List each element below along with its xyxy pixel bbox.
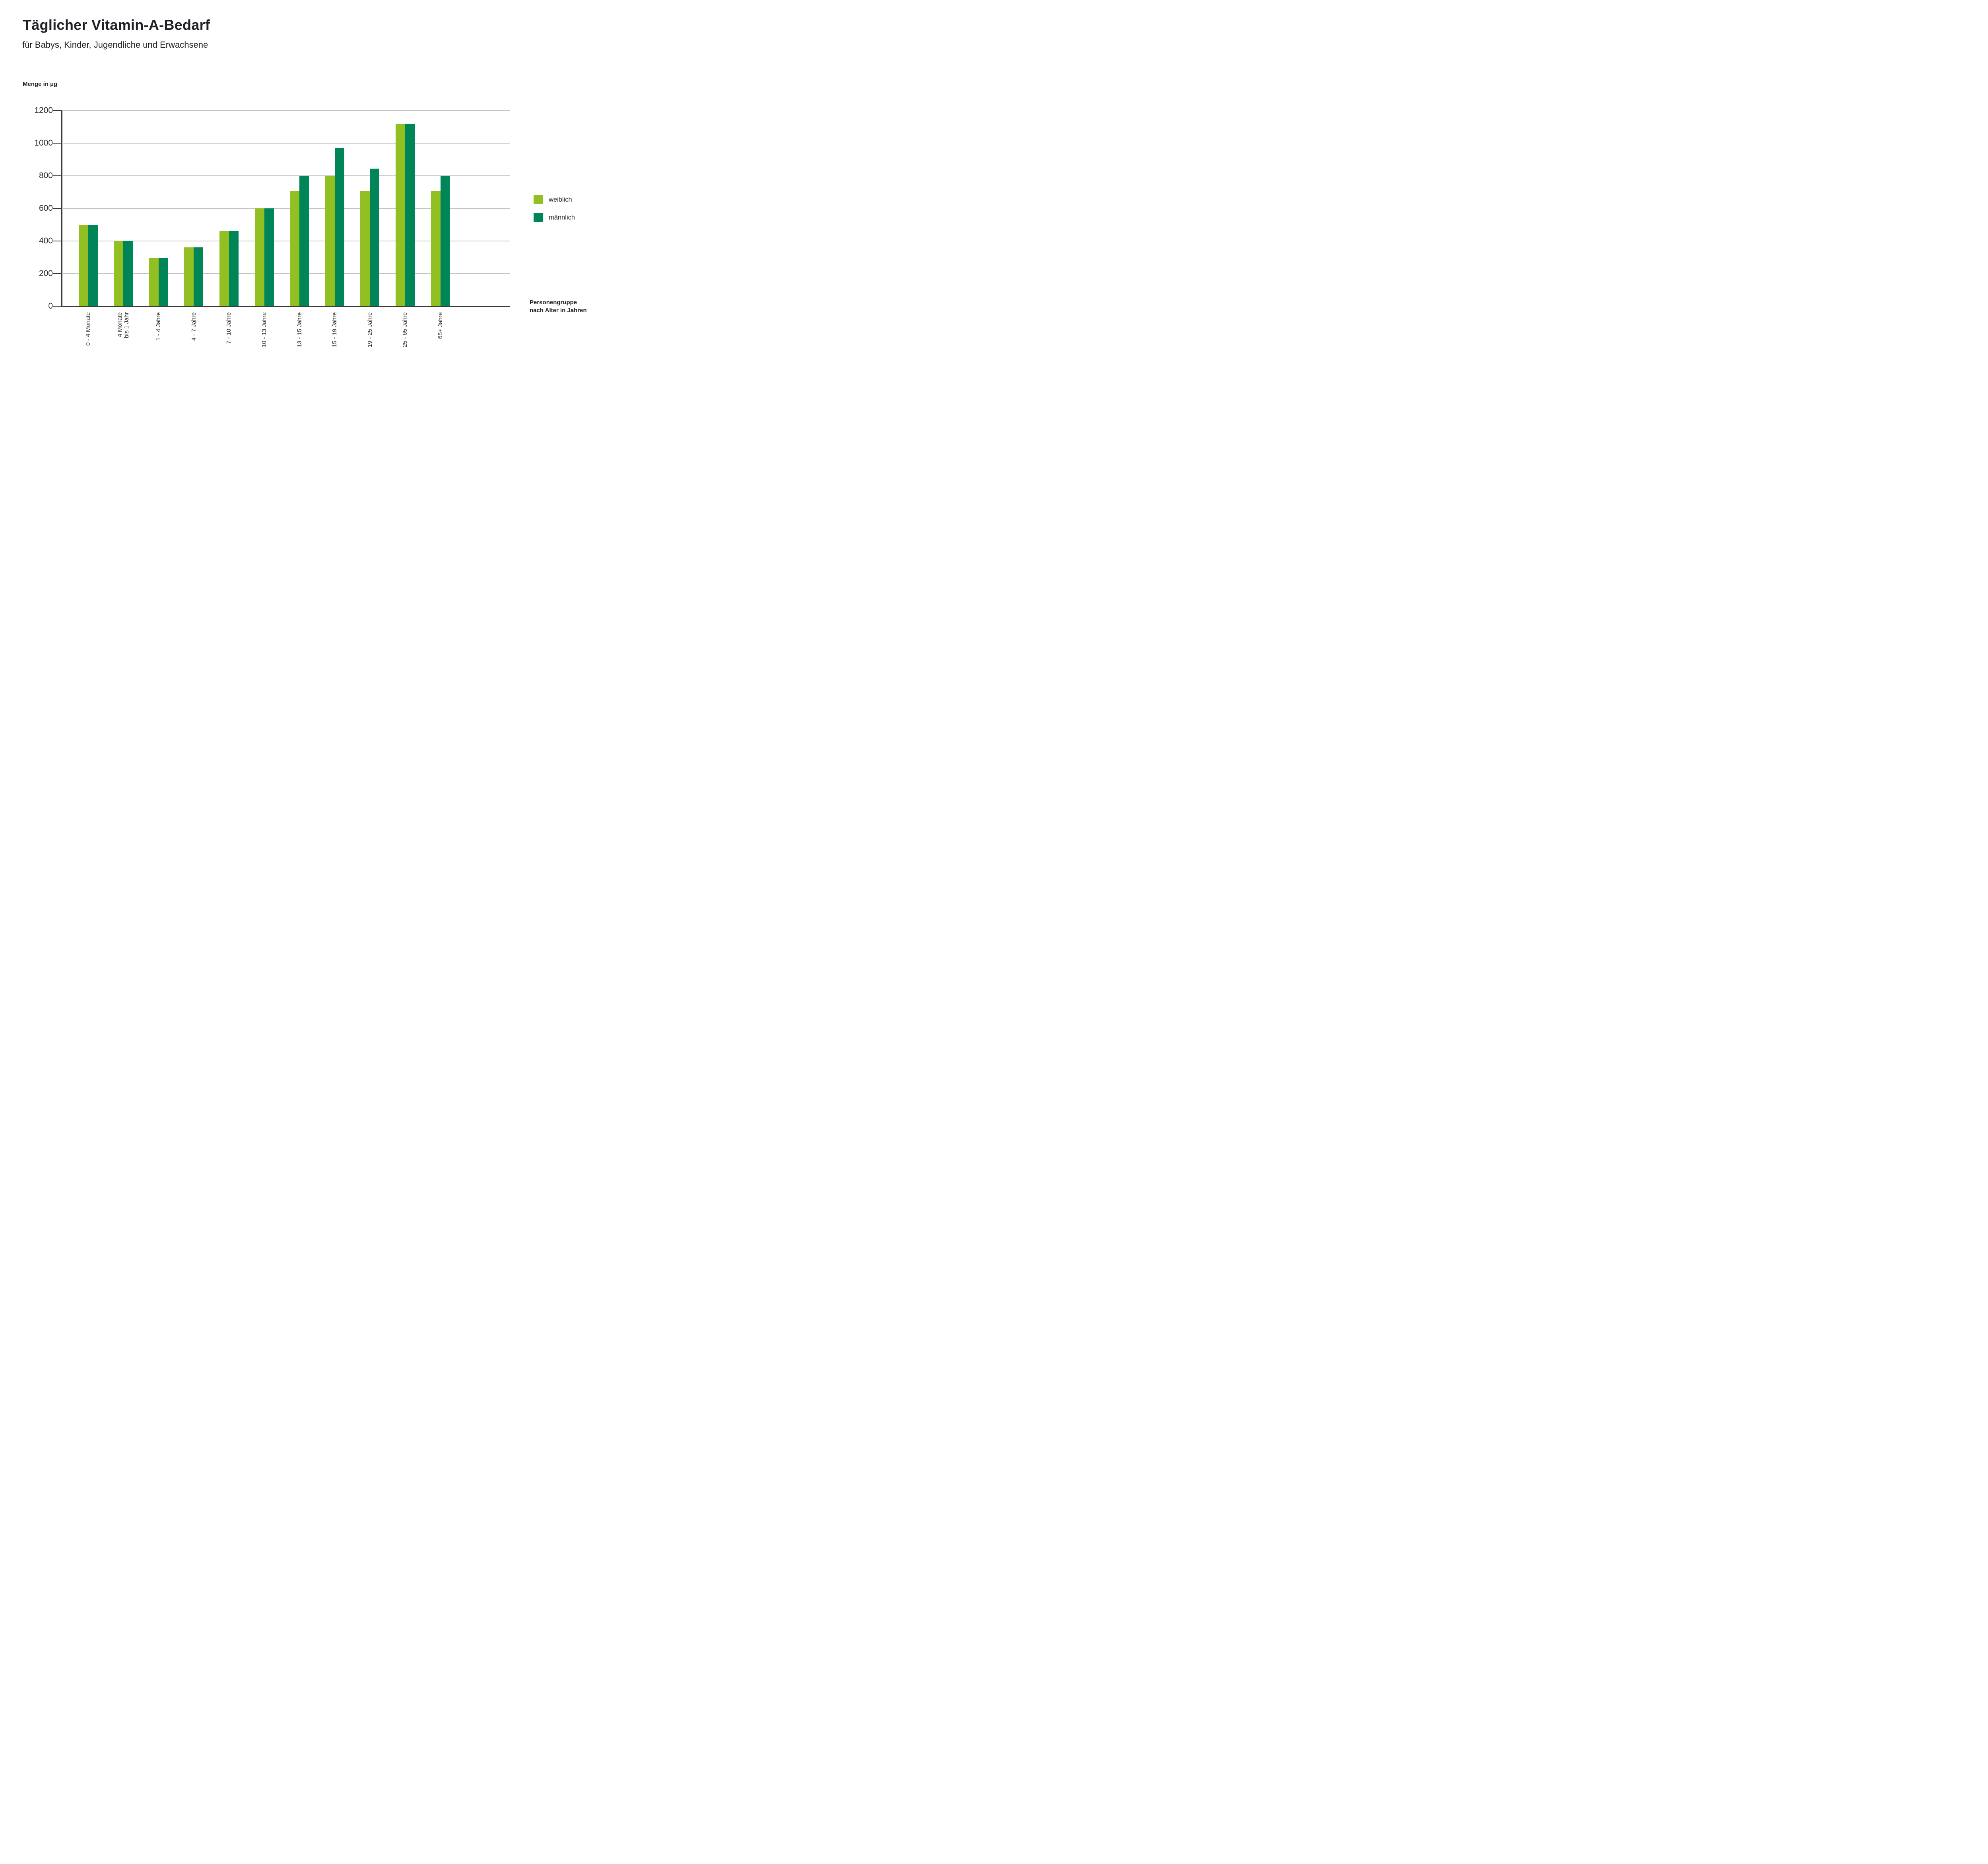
y-tick-label-600: 600 [39, 204, 53, 213]
bar-weiblich-4 [219, 231, 229, 306]
chart-subtitle: für Babys, Kinder, Jugendliche und Erwac… [22, 40, 208, 50]
x-tick-label-line: 1 - 4 Jahre [155, 312, 162, 341]
legend-label-maennlich: männlich [549, 214, 575, 221]
y-tick-0 [53, 306, 62, 307]
x-tick-label-line: bis 1 Jahr [123, 312, 130, 338]
x-tick-label-line: 65+ Jahre [437, 312, 444, 339]
gridline-1200 [62, 110, 510, 111]
gridline-200 [62, 273, 510, 274]
bar-männlich-9 [405, 123, 415, 306]
y-axis-title: Menge in µg [23, 81, 57, 87]
x-tick-label-line: 7 - 10 Jahre [225, 312, 233, 344]
legend-item-maennlich: männlich [534, 213, 609, 222]
x-tick-label-line: 15 - 19 Jahre [331, 312, 338, 348]
x-axis-title-line2: nach Alter in Jahren [530, 307, 587, 314]
bar-männlich-5 [264, 208, 274, 306]
x-tick-label-line: 13 - 15 Jahre [296, 312, 303, 348]
y-tick-label-0: 0 [48, 301, 53, 311]
bar-weiblich-0 [78, 225, 88, 306]
x-tick-label-line: 10 - 13 Jahre [261, 312, 268, 348]
y-tick-label-200: 200 [39, 269, 53, 278]
bar-männlich-2 [158, 258, 168, 306]
gridline-800 [62, 175, 510, 176]
y-tick-label-1200: 1200 [34, 106, 53, 115]
bar-männlich-1 [123, 241, 133, 306]
x-axis-title: Personengruppe nach Alter in Jahren [530, 299, 587, 314]
legend-swatch-maennlich [534, 213, 543, 222]
bar-weiblich-5 [254, 208, 264, 306]
x-tick-label-line: 4 - 7 Jahre [190, 312, 197, 341]
x-tick-label-6: 13 - 15 Jahre [296, 312, 303, 372]
x-tick-label-line: 4 Monate [116, 312, 124, 337]
legend-swatch-weiblich [534, 195, 543, 204]
x-tick-label-7: 15 - 19 Jahre [331, 312, 338, 372]
x-tick-label-2: 1 - 4 Jahre [155, 312, 162, 372]
x-tick-label-line: 25 - 65 Jahre [402, 312, 409, 348]
y-tick-1000 [53, 143, 62, 144]
bar-weiblich-1 [114, 241, 124, 306]
bar-weiblich-6 [290, 191, 300, 306]
bar-männlich-10 [440, 176, 450, 306]
bar-weiblich-7 [325, 176, 335, 306]
x-tick-label-line: 0 - 4 Monate [85, 312, 91, 346]
bar-männlich-8 [370, 168, 380, 306]
x-tick-label-5: 10 - 13 Jahre [261, 312, 268, 372]
bar-weiblich-9 [395, 123, 405, 306]
legend-label-weiblich: weiblich [549, 196, 572, 203]
y-tick-600 [53, 208, 62, 209]
x-tick-label-10: 65+ Jahre [437, 312, 444, 372]
chart-title: Täglicher Vitamin-A-Bedarf [23, 17, 210, 33]
y-tick-800 [53, 175, 62, 176]
x-tick-label-4: 7 - 10 Jahre [225, 312, 232, 372]
x-tick-label-1: 4 Monate bis 1 Jahr [116, 312, 130, 372]
legend-item-weiblich: weiblich [534, 195, 609, 204]
bar-männlich-7 [334, 148, 344, 306]
bar-männlich-0 [88, 225, 98, 306]
y-axis-line [61, 110, 62, 307]
bar-weiblich-2 [149, 258, 159, 306]
bar-männlich-4 [229, 231, 239, 306]
x-tick-label-3: 4 - 7 Jahre [190, 312, 197, 372]
y-tick-200 [53, 273, 62, 274]
y-tick-label-400: 400 [39, 236, 53, 245]
legend: weiblich männlich [534, 195, 609, 231]
x-axis-title-line1: Personengruppe [530, 299, 577, 306]
bar-weiblich-8 [360, 191, 370, 306]
x-tick-label-0: 0 - 4 Monate [85, 312, 91, 372]
x-tick-label-line: 19 - 25 Jahre [366, 312, 373, 348]
bar-weiblich-3 [184, 247, 194, 306]
y-tick-1200 [53, 110, 62, 111]
y-tick-label-1000: 1000 [34, 138, 53, 148]
x-tick-label-9: 25 - 65 Jahre [402, 312, 408, 372]
x-tick-label-8: 19 - 25 Jahre [367, 312, 373, 372]
gridline-1000 [62, 143, 510, 144]
bar-männlich-6 [299, 176, 309, 306]
x-axis-line [61, 306, 510, 307]
bar-weiblich-10 [431, 191, 441, 306]
bar-männlich-3 [194, 247, 204, 306]
plot-area: 1200 1000 800 600 400 200 0 0 - 4 Monate 4 Monat… [0, 0, 612, 373]
y-tick-label-800: 800 [39, 171, 53, 180]
gridline-600 [62, 208, 510, 209]
